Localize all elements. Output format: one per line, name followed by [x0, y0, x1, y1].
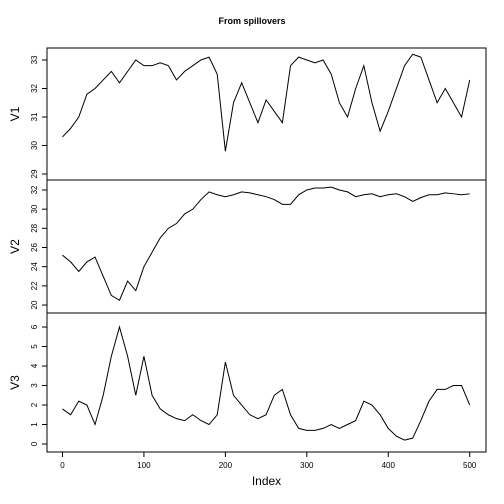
- y-tick-label: 32: [30, 83, 39, 92]
- y-tick-label: 5: [30, 344, 39, 349]
- y-tick-label: 1: [30, 422, 39, 427]
- x-tick-label: 500: [463, 461, 477, 470]
- x-axis-label: Index: [252, 474, 281, 488]
- y-tick-label: 20: [30, 300, 39, 309]
- y-axis-label: V3: [8, 375, 22, 390]
- x-tick-label: 300: [300, 461, 314, 470]
- y-axis-label: V1: [8, 106, 22, 121]
- x-tick-label: 100: [137, 461, 151, 470]
- y-tick-label: 29: [30, 169, 39, 178]
- y-tick-label: 2: [30, 402, 39, 407]
- y-tick-label: 28: [30, 223, 39, 232]
- x-tick-label: 400: [382, 461, 396, 470]
- y-tick-label: 30: [30, 141, 39, 150]
- y-tick-label: 22: [30, 281, 39, 290]
- y-tick-label: 31: [30, 112, 39, 121]
- y-tick-label: 0: [30, 441, 39, 446]
- y-tick-label: 32: [30, 185, 39, 194]
- series-line: [62, 325, 471, 441]
- panel-frame: [46, 179, 487, 314]
- y-tick-label: 33: [30, 55, 39, 64]
- y-tick-label: 3: [30, 383, 39, 388]
- y-tick-label: 24: [30, 262, 39, 271]
- y-tick-label: 30: [30, 204, 39, 213]
- y-tick-label: 4: [30, 363, 39, 368]
- y-tick-label: 6: [30, 324, 39, 329]
- y-axis-label: V2: [8, 239, 22, 254]
- series-line: [62, 53, 471, 152]
- chart-title: From spillovers: [218, 16, 285, 26]
- panel-frame: [46, 47, 487, 181]
- y-tick-label: 26: [30, 243, 39, 252]
- x-tick-label: 200: [219, 461, 233, 470]
- x-tick-label: 0: [60, 461, 65, 470]
- panel-frame: [46, 312, 487, 453]
- series-line: [62, 186, 470, 301]
